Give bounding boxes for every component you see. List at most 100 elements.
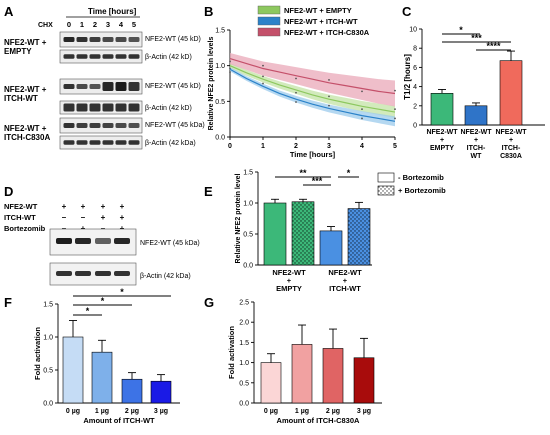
panel-d-row-label: Bortezomib xyxy=(4,224,46,233)
x-tick-label: 4 xyxy=(360,143,364,150)
panel-a-band-nfe2 xyxy=(89,123,101,128)
data-point xyxy=(328,104,330,107)
panel-a-row-label: NFE2-WT + xyxy=(4,124,47,133)
panel-d-sign: + xyxy=(120,224,125,233)
panel-a-blot-bottom xyxy=(59,135,143,150)
legend-swatch xyxy=(377,172,395,183)
category-label: NFE2-WT xyxy=(272,268,306,277)
category-label: NFE2-WT xyxy=(426,129,458,136)
significance-label: * xyxy=(101,296,105,306)
y-tick-label: 1.0 xyxy=(243,201,253,208)
panel-a-band-actin xyxy=(128,54,140,59)
category-label: NFE2-WT xyxy=(328,268,362,277)
panel-a-band-actin xyxy=(115,140,127,145)
y-tick-label: 1.5 xyxy=(243,170,253,177)
bar-pattern xyxy=(348,208,370,265)
panel-a-band-actin xyxy=(63,103,75,112)
chart-f: 0.0 0.5 1.0 1.5 0 µg 1 µg 2 µg 3 µg * * * Amount of… xyxy=(33,287,180,425)
data-point xyxy=(295,77,297,80)
category-label: NFE2-WT xyxy=(460,129,492,136)
panel-a-band-nfe2 xyxy=(89,37,101,42)
panel-a-top-label: NFE2-WT (45 kD) xyxy=(145,36,201,43)
panel-a-blot-top xyxy=(59,31,143,48)
panel-a-band-actin xyxy=(115,103,127,112)
x-tick-label: 0 xyxy=(228,143,232,150)
category-label: 1 µg xyxy=(295,408,309,415)
panel-a-band-nfe2 xyxy=(76,37,88,42)
panel-d-blot-bottom xyxy=(49,262,137,286)
bar-pattern xyxy=(292,201,314,265)
panel-a-band-nfe2 xyxy=(128,123,140,128)
data-point xyxy=(328,95,330,98)
legend-label: NFE2-WT + EMPTY xyxy=(284,6,352,15)
data-point xyxy=(361,90,363,93)
legend-label: - Bortezomib xyxy=(398,173,444,182)
y-axis-label: Fold activation xyxy=(227,326,236,379)
panel-d-sign: + xyxy=(101,202,106,211)
category-label: + xyxy=(287,276,292,285)
y-tick-label: 1.5 xyxy=(239,340,249,347)
category-label: 3 µg xyxy=(357,408,371,415)
panel-d-sign: + xyxy=(81,202,86,211)
data-point xyxy=(361,108,363,111)
category-label: ITCH- xyxy=(502,145,521,152)
panel-d-band-actin xyxy=(56,271,72,276)
series-line xyxy=(229,57,396,95)
panel-a-time-header: Time [hours] xyxy=(88,7,137,16)
data-point xyxy=(394,89,396,92)
panel-a-band-nfe2 xyxy=(76,123,88,128)
panel-a-band-actin xyxy=(76,103,88,112)
panel-d-band-actin xyxy=(95,271,111,276)
x-axis-label: Amount of ITCH-C830A xyxy=(277,416,360,425)
y-tick-label: 1.0 xyxy=(239,360,249,367)
y-tick-label: 0.5 xyxy=(239,380,249,387)
panel-a-row-label: NFE2-WT + xyxy=(4,85,47,94)
y-tick-label: 0.0 xyxy=(243,263,253,270)
panel-a-band-nfe2 xyxy=(63,123,75,128)
category-label: 1 µg xyxy=(95,408,109,415)
y-tick-label: 0.5 xyxy=(215,99,225,106)
y-axis-label: T1/2 [hours] xyxy=(403,54,412,100)
panel-g-letter: G xyxy=(204,295,214,310)
category-label: 2 µg xyxy=(125,408,139,415)
panel-a-bottom-label: β-Actin (42 kD) xyxy=(145,54,192,61)
panel-d: D NFE2-WT + + + + ITCH-WT – – + + Bortezomib – + – + N… xyxy=(4,184,200,286)
data-point xyxy=(328,79,330,81)
series-line xyxy=(229,65,396,113)
data-point xyxy=(262,75,264,78)
panel-a-band-nfe2 xyxy=(115,123,127,128)
panel-d-top-band-label: NFE2-WT (45 kDa) xyxy=(140,240,200,247)
panel-a-band-nfe2 xyxy=(128,82,140,91)
data-point xyxy=(295,91,297,94)
panel-a-band-nfe2 xyxy=(63,37,75,42)
x-axis-label: Time [hours] xyxy=(290,150,336,159)
panel-a-band-nfe2 xyxy=(102,37,114,42)
data-point xyxy=(262,82,264,85)
panel-a-band-actin xyxy=(102,54,114,59)
bar xyxy=(464,105,488,126)
panel-d-band-nfe2 xyxy=(56,238,72,244)
panel-a-row-label: NFE2-WT + xyxy=(4,38,47,47)
panel-d-band-nfe2 xyxy=(114,238,130,244)
significance-label: **** xyxy=(486,41,501,51)
panel-d-sign: + xyxy=(62,202,67,211)
significance-label: * xyxy=(120,287,124,297)
panel-a-band-nfe2 xyxy=(102,82,114,91)
significance-label: *** xyxy=(471,33,482,43)
panel-a-band-actin xyxy=(128,103,140,112)
panel-a-band-nfe2 xyxy=(76,84,88,89)
bar xyxy=(91,351,113,404)
y-axis-label: Relative NFE2 protein level xyxy=(235,174,242,264)
significance-label: ** xyxy=(299,168,307,178)
panel-a-letter: A xyxy=(4,4,14,19)
panel-a-time-label: 5 xyxy=(132,20,136,29)
panel-d-sign: + xyxy=(81,224,86,233)
panel-d-band-actin xyxy=(114,271,130,276)
y-tick-label: 1.5 xyxy=(43,302,53,309)
panel-d-band-actin xyxy=(75,271,91,276)
panel-d-sign: – xyxy=(62,224,67,233)
category-label: EMPTY xyxy=(430,145,454,152)
data-point xyxy=(229,71,231,73)
bar xyxy=(260,362,282,404)
